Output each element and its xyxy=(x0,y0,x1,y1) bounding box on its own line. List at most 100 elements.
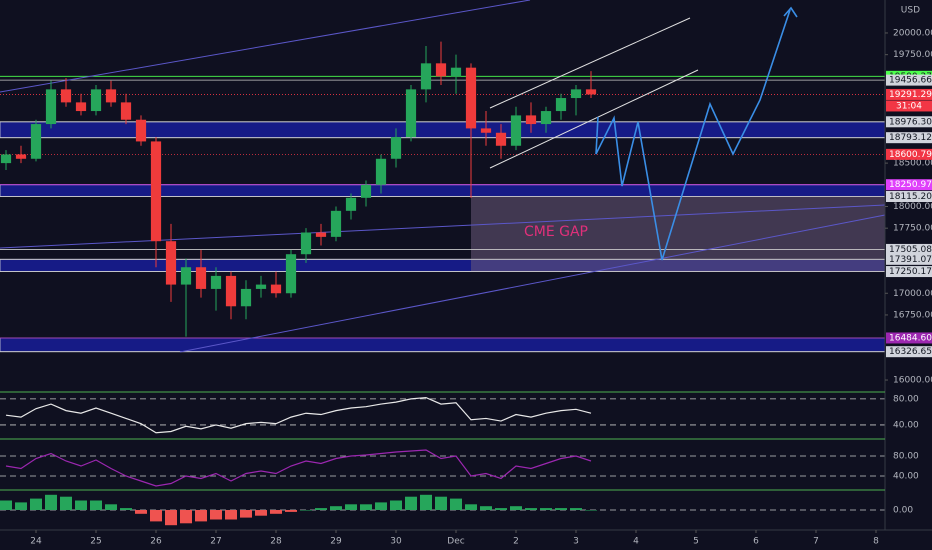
candle-body xyxy=(135,119,147,142)
y-tick-label: 16750.00 xyxy=(893,310,932,320)
candle-body xyxy=(555,98,567,112)
zone xyxy=(0,121,886,139)
candle-body xyxy=(510,115,522,146)
x-tick-label: 2 xyxy=(513,537,519,547)
indicator-line xyxy=(5,396,592,434)
level-label: 17250.17 xyxy=(889,267,932,277)
x-tick-label: 3 xyxy=(573,537,579,547)
candle-body xyxy=(360,184,372,198)
y-tick-label: 19750.00 xyxy=(893,50,932,60)
x-tick-label: 27 xyxy=(210,537,221,547)
x-tick-label: 25 xyxy=(90,537,101,547)
histogram-bar xyxy=(450,498,462,510)
candle-body xyxy=(315,232,327,237)
candle-body xyxy=(90,89,102,112)
x-tick-label: 8 xyxy=(873,537,879,547)
histogram-bar xyxy=(300,510,312,511)
plot xyxy=(0,41,885,526)
histogram-bar xyxy=(270,510,282,514)
y-tick-label: 17000.00 xyxy=(893,289,932,299)
level-tag xyxy=(886,332,932,344)
x-tick-label: 24 xyxy=(30,537,42,547)
histogram-bar xyxy=(495,508,507,510)
x-tick-label: 29 xyxy=(330,537,342,547)
candle-body xyxy=(450,67,462,77)
candle-body xyxy=(390,137,402,159)
histogram-bar xyxy=(345,504,357,510)
level-tag xyxy=(886,266,932,278)
candle-body xyxy=(270,284,282,294)
trend-line xyxy=(489,69,699,169)
panel-tick-label: 0.00 xyxy=(893,506,913,516)
candle-body xyxy=(255,284,267,289)
candle-body xyxy=(225,275,237,307)
indicator-line xyxy=(5,449,592,487)
level-label: 16326.65 xyxy=(889,347,932,357)
candle-body xyxy=(420,63,432,90)
zone xyxy=(0,184,886,197)
x-tick-label: 28 xyxy=(270,537,282,547)
level-tag xyxy=(886,74,932,86)
candle-body xyxy=(195,267,207,289)
drawings xyxy=(0,0,886,353)
level-tag xyxy=(886,243,932,255)
histogram-bar xyxy=(75,500,87,510)
price-axis: 20000.00 19750.00 18500.00 18000.00 17750.00… xyxy=(885,28,932,516)
projection-arrow xyxy=(783,6,798,18)
histogram-bar xyxy=(285,510,297,512)
trend-line xyxy=(489,17,691,109)
y-tick-label: 18500.00 xyxy=(893,159,932,169)
candle-body xyxy=(210,275,222,289)
histogram-bar xyxy=(330,506,342,510)
candle-body xyxy=(30,124,42,159)
channel-line xyxy=(179,214,886,353)
histogram-bar xyxy=(90,500,102,510)
histogram-bar xyxy=(45,494,57,510)
histogram-bar xyxy=(135,510,147,514)
x-tick-label: 4 xyxy=(633,537,639,547)
level-label: 17505.08 xyxy=(889,245,932,255)
histogram-bar xyxy=(435,496,447,510)
histogram-bar xyxy=(360,504,372,510)
candle-body xyxy=(300,232,312,255)
level-label: 19291.29 xyxy=(889,90,932,100)
level-tag xyxy=(886,116,932,128)
histogram-bar xyxy=(555,508,567,510)
channel-line xyxy=(0,204,886,249)
x-tick-label: Dec xyxy=(447,537,464,547)
level-tag xyxy=(886,148,932,160)
histogram-bar xyxy=(375,502,387,510)
candle-body xyxy=(330,210,342,237)
level-label: 19456.66 xyxy=(889,76,932,86)
level-label: 18250.97 xyxy=(889,180,932,190)
histogram-bar xyxy=(570,508,582,510)
y-tick-label: 18000.00 xyxy=(893,202,932,212)
level-tag xyxy=(886,132,932,144)
currency-label: USD xyxy=(901,6,920,16)
level-tag xyxy=(886,253,932,265)
histogram-bar xyxy=(540,508,552,510)
x-tick-label: 7 xyxy=(813,537,819,547)
candle-body xyxy=(240,288,252,307)
candle-body xyxy=(585,89,597,95)
candle-body xyxy=(120,102,132,120)
histogram-bar xyxy=(150,510,162,522)
histogram-bar xyxy=(15,502,27,510)
histogram-bar xyxy=(390,500,402,510)
level-label: 18600.79 xyxy=(889,150,932,160)
candle-body xyxy=(570,89,582,99)
histogram-bar xyxy=(60,496,72,510)
histogram-bar xyxy=(240,510,252,518)
histogram-bar xyxy=(510,506,522,510)
level-label: 16484.60 xyxy=(889,333,932,343)
candle-body xyxy=(465,67,477,129)
histogram-bar xyxy=(30,498,42,510)
candle-body xyxy=(525,115,537,125)
x-tick-label: 6 xyxy=(753,537,759,547)
level-tag xyxy=(886,191,932,203)
level-label: 17391.07 xyxy=(889,255,932,265)
countdown: 31:04 xyxy=(896,101,922,111)
level-tag xyxy=(886,346,932,358)
histogram-bar xyxy=(465,504,477,510)
